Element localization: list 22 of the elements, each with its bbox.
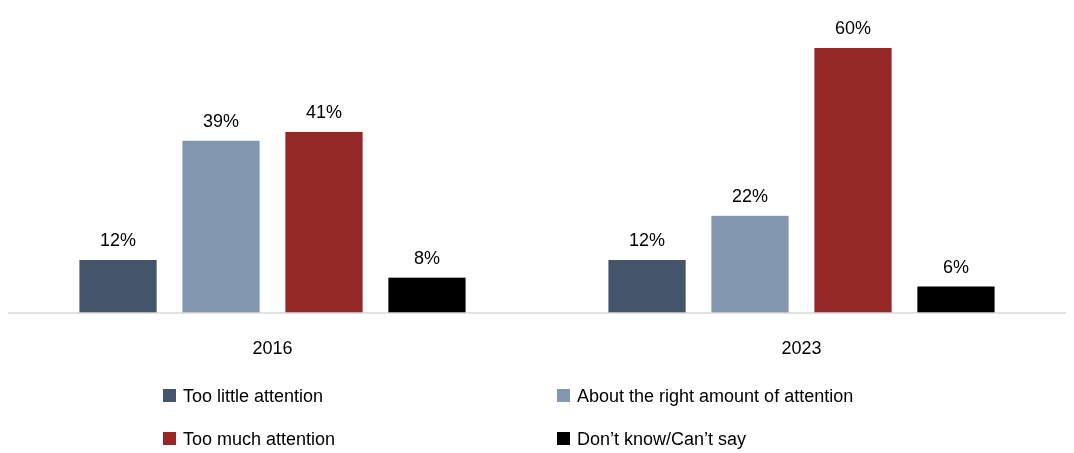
data-label: 12%: [100, 230, 137, 250]
data-label: 60%: [834, 18, 871, 38]
data-label: 41%: [305, 101, 342, 122]
bar: [388, 277, 466, 313]
data-label: 8%: [413, 247, 440, 268]
data-label: 6%: [942, 256, 969, 277]
bar: [917, 286, 995, 313]
data-label: 22%: [732, 185, 769, 206]
bar: [285, 131, 363, 313]
data-label: 39%: [203, 110, 240, 131]
data-label: 12%: [629, 230, 666, 250]
bar: [814, 48, 892, 313]
legend-label: Too little attention: [183, 386, 324, 406]
bar: [608, 260, 686, 313]
bar: [711, 215, 789, 313]
bar: [79, 260, 157, 313]
x-tick-label: 2016: [252, 338, 293, 358]
x-tick-label: 2023: [781, 338, 822, 358]
legend-label: Too much attention: [183, 429, 336, 449]
bar: [182, 140, 260, 313]
legend-label: About the right amount of attention: [577, 386, 854, 406]
legend-label: Don’t know/Can’t say: [577, 429, 747, 449]
